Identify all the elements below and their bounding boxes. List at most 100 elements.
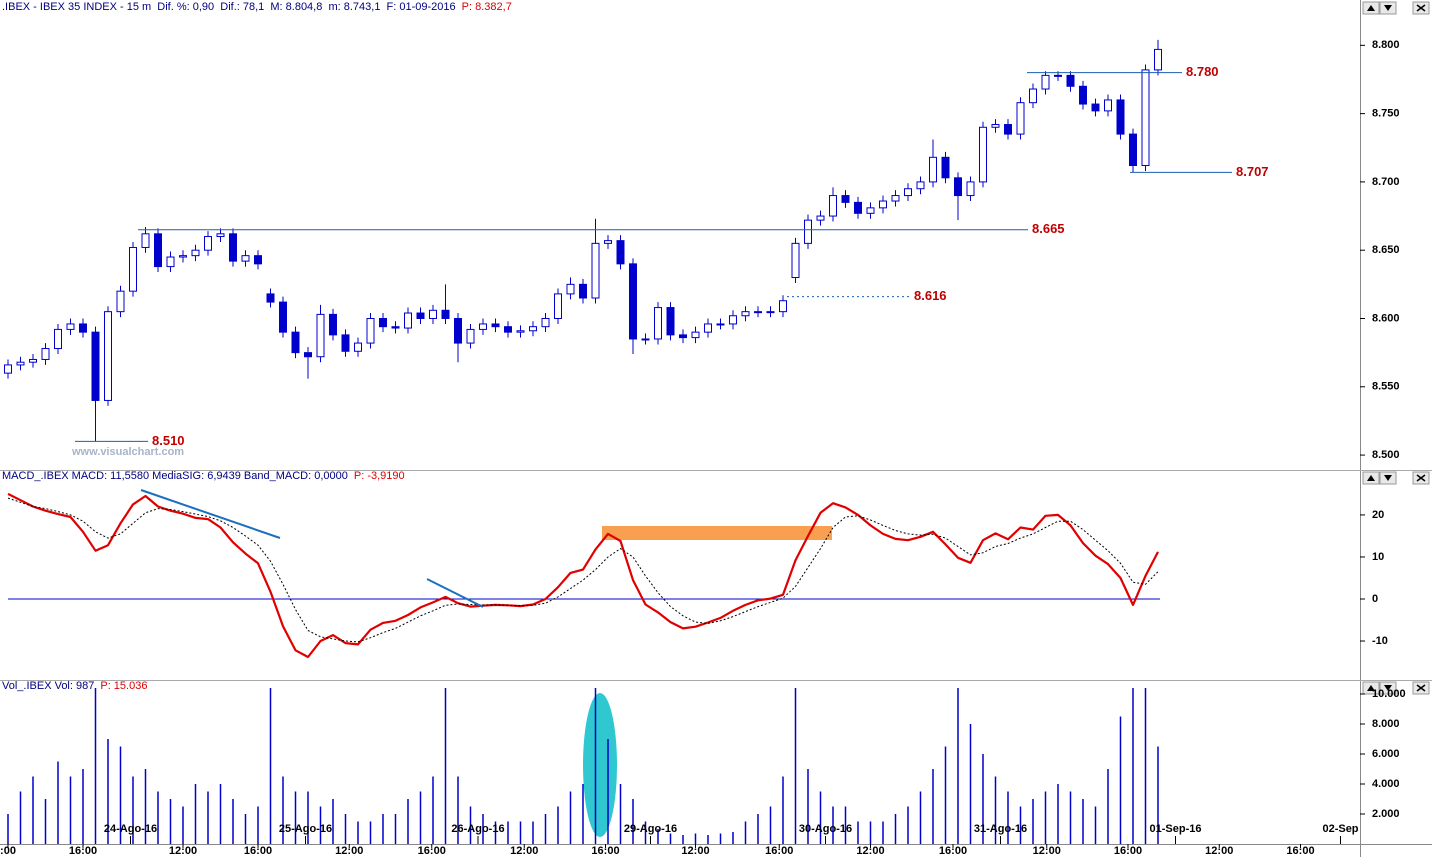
candle-body <box>404 312 412 329</box>
candle-body <box>1129 133 1137 167</box>
candle-body <box>29 358 37 363</box>
x-tick-label: 12:00 <box>510 845 538 857</box>
highlight-band <box>602 526 832 540</box>
candle-body <box>666 307 675 336</box>
candle-body <box>554 293 562 319</box>
level-label: 8.510 <box>152 433 185 448</box>
candle-body <box>166 256 175 268</box>
date-tick-label: 30-Ago-16 <box>799 823 852 835</box>
candle-body <box>1066 74 1075 87</box>
candle-body <box>804 219 812 244</box>
trendlines <box>140 489 484 608</box>
candle-body <box>479 323 487 330</box>
candle-body <box>354 342 362 352</box>
candle-body <box>79 323 87 333</box>
panel-header: MACD_.IBEX MACD: 11,5580 MediaSIG: 6,943… <box>2 470 348 482</box>
y-tick-label: 8.000 <box>1372 718 1400 730</box>
close-icon <box>1416 4 1426 12</box>
trendline <box>140 489 281 539</box>
candle-body <box>291 331 300 354</box>
candle-body <box>66 323 75 330</box>
y-tick-label: 8.800 <box>1372 39 1400 51</box>
candle-body <box>691 331 700 339</box>
y-tick-label: 8.600 <box>1372 312 1400 324</box>
candle-body <box>391 326 400 329</box>
panel <box>7 492 1160 659</box>
y-tick-label: 8.550 <box>1372 381 1400 393</box>
candle-body <box>104 311 112 401</box>
candle-body <box>941 156 950 179</box>
watermark: www.visualchart.com <box>71 446 184 458</box>
candle-body <box>766 311 775 314</box>
candle-body <box>679 334 687 339</box>
candle-body <box>754 311 762 314</box>
candle-body <box>916 181 925 190</box>
x-tick-label: 16:00 <box>244 845 272 857</box>
date-tick-label: 24-Ago-16 <box>104 823 157 835</box>
panel-header: Vol_.IBEX Vol: 987 <box>2 680 94 692</box>
y-tick-label: 8.500 <box>1372 449 1400 461</box>
candle-body <box>604 240 612 244</box>
candle-body <box>829 195 837 217</box>
x-tick-label: 12:00 <box>1205 845 1233 857</box>
close-icon <box>1416 474 1426 482</box>
candle-body <box>966 181 975 197</box>
candle-body <box>116 290 125 313</box>
candle-body <box>1041 74 1050 90</box>
candle-body <box>316 313 325 358</box>
candle-body <box>466 328 475 344</box>
candle-body <box>1141 69 1150 167</box>
candle-body <box>254 255 262 265</box>
candle-body <box>1104 99 1112 112</box>
candle-body <box>454 317 462 344</box>
candle-body <box>654 307 662 340</box>
candle-body <box>529 326 537 332</box>
candle-body <box>229 233 237 262</box>
candle-body <box>154 233 162 268</box>
y-tick-label: -10 <box>1372 635 1388 647</box>
candle-body <box>729 315 737 325</box>
candle-body <box>16 361 25 366</box>
candle-body <box>191 249 200 257</box>
x-tick-label: 12:00 <box>681 845 709 857</box>
candle-body <box>904 188 912 197</box>
x-tick-label: 16:00 <box>69 845 97 857</box>
candle-body <box>866 207 875 214</box>
scroll-down-icon <box>1384 5 1392 11</box>
candle-body <box>516 330 525 333</box>
candle-body <box>54 328 62 350</box>
y-tick-label: 8.750 <box>1372 108 1400 120</box>
level-label: 8.780 <box>1186 64 1219 79</box>
level-label: 8.665 <box>1032 221 1065 236</box>
candle-body <box>4 364 12 374</box>
candle-body <box>791 242 800 279</box>
candle-body <box>716 323 725 326</box>
panel <box>7 688 1159 844</box>
candle-body <box>91 331 100 401</box>
x-tick-label: 16:00 <box>591 845 619 857</box>
candle-body <box>141 233 150 248</box>
candle-body <box>1004 124 1012 135</box>
y-tick-label: 10 <box>1372 551 1384 563</box>
candle-body <box>204 236 212 251</box>
candle-body <box>779 300 787 313</box>
candle-body <box>341 334 350 352</box>
x-tick-label: 12:00 <box>1033 845 1061 857</box>
level-label: 8.707 <box>1236 164 1269 179</box>
scroll-down-icon <box>1384 475 1392 481</box>
date-tick-label: 29-Ago-16 <box>624 823 677 835</box>
candle-body <box>979 126 987 183</box>
candle-body <box>541 317 550 328</box>
candle-body <box>891 195 900 202</box>
candle-body <box>216 233 225 238</box>
x-tick-label: 16:00 <box>418 845 446 857</box>
candle-body <box>241 255 250 262</box>
candle-body <box>329 313 337 336</box>
candle-body <box>441 309 450 319</box>
candle-body <box>629 263 637 340</box>
date-tick-label: 31-Ago-16 <box>974 823 1027 835</box>
